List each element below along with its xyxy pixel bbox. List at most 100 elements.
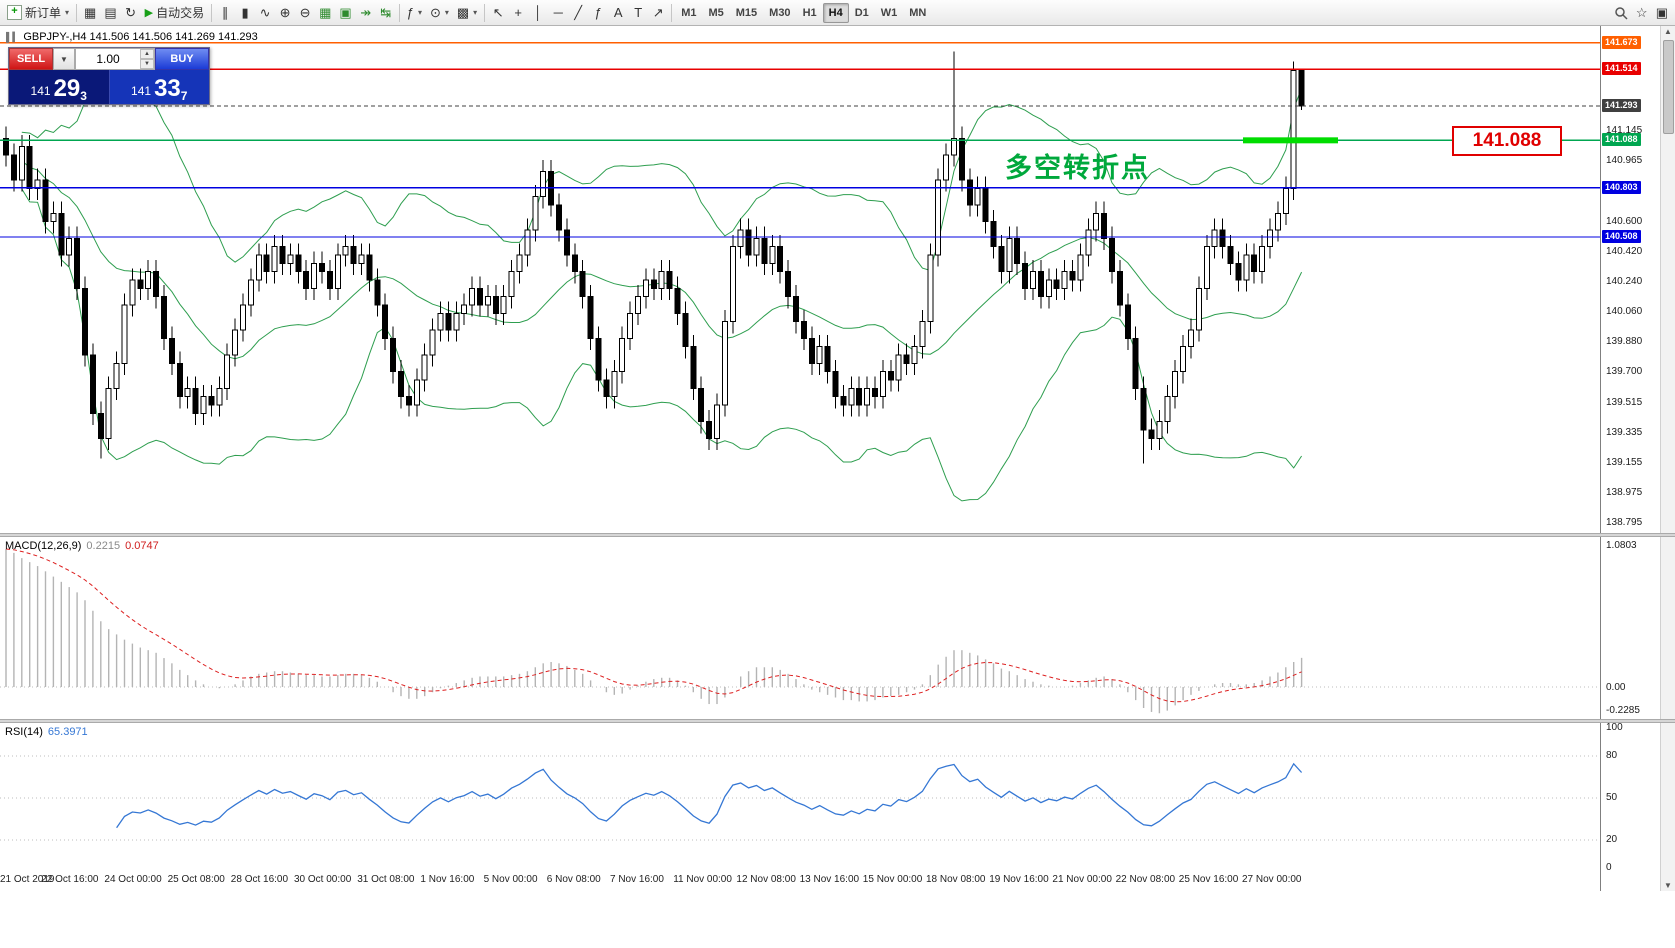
indicators-icon[interactable]: ƒ ▾ — [403, 3, 426, 23]
candlestick-chart-icon: ▮ — [241, 5, 249, 20]
volume-box: ▲ ▼ — [75, 48, 155, 70]
horizontal-line-icon[interactable]: ─ — [548, 3, 568, 23]
chart-shift-icon: ↹ — [380, 5, 392, 20]
timeframe-m15[interactable]: M15 — [730, 3, 763, 23]
rsi-value: 65.3971 — [47, 726, 88, 738]
price-tick: 138.975 — [1606, 486, 1643, 498]
timeframe-mn[interactable]: MN — [903, 3, 932, 23]
trendline-icon[interactable]: ╱ — [568, 3, 588, 23]
price-tick: 141.145 — [1606, 124, 1643, 136]
auto-trading-label: 自动交易 — [156, 6, 205, 20]
zoom-out-icon: ⊖ — [299, 5, 311, 20]
time-tick: 11 Nov 00:00 — [673, 874, 732, 885]
price-axis[interactable]: 141.145 140.965 140.600 140.420 140.240 140.0… — [1600, 26, 1660, 891]
pane-splitter[interactable] — [0, 533, 1675, 537]
macd-label: MACD(12,26,9) 0.2215 0.0747 — [5, 540, 159, 552]
timeframe-buttons: M1 M5 M15 M30 H1 H4 D1 W1 MN — [675, 2, 932, 23]
price-line-label: 140.803 — [1602, 180, 1641, 194]
favorites-icon[interactable]: ☆ — [1632, 3, 1652, 23]
price-tick: 139.335 — [1606, 426, 1643, 438]
label-icon[interactable]: T — [628, 3, 648, 23]
profiles-icon[interactable]: ▤ — [100, 3, 120, 23]
price-tick: 139.880 — [1606, 335, 1643, 347]
chart-window-icon[interactable]: ▦ — [80, 3, 100, 23]
rsi-scale-tick: 100 — [1606, 722, 1623, 733]
line-study-icons: ↖ + │ ─ ╱ ƒ A T ↗ — [488, 3, 668, 23]
price-tick: 140.600 — [1606, 215, 1643, 227]
cursor-icon: ↖ — [492, 5, 504, 20]
time-tick: 18 Nov 08:00 — [926, 874, 986, 885]
candlestick-chart-icon[interactable]: ▮ — [235, 3, 255, 23]
price-tick: 140.240 — [1606, 275, 1643, 287]
grid-icon[interactable]: ▦ — [315, 3, 335, 23]
macd-pane[interactable] — [0, 537, 1600, 720]
arrows-tool-icon[interactable]: ↗ — [648, 3, 668, 23]
templates-icon[interactable]: ▩ ▾ — [453, 3, 481, 23]
indicator-period-template-icons: ƒ ▾ ⊙ ▾ ▩ ▾ — [403, 3, 481, 23]
time-tick: 27 Nov 00:00 — [1242, 874, 1302, 885]
scrollbar-thumb[interactable] — [1663, 40, 1674, 134]
refresh-icon[interactable]: ↻ — [121, 3, 141, 23]
rsi-label: RSI(14) 65.3971 — [5, 726, 88, 738]
chevron-down-icon: ▾ — [65, 8, 70, 17]
timeframe-w1[interactable]: W1 — [875, 3, 904, 23]
periods-icon[interactable]: ⊙ ▾ — [426, 3, 453, 23]
vertical-scrollbar[interactable]: ▲ ▼ — [1660, 26, 1675, 891]
tile-windows-icon: ▣ — [339, 5, 352, 20]
chart-annotation-text: 多空转折点 — [1005, 153, 1150, 183]
buy-price-big: 33 — [154, 75, 181, 102]
organize-windows-icon[interactable]: ▣ — [1652, 3, 1672, 23]
price-tick: 139.155 — [1606, 456, 1643, 468]
crosshair-icon[interactable]: + — [508, 3, 528, 23]
tile-windows-icon[interactable]: ▣ — [335, 3, 355, 23]
timeframe-m5[interactable]: M5 — [702, 3, 729, 23]
timeframe-m1[interactable]: M1 — [675, 3, 702, 23]
text-icon[interactable]: A — [608, 3, 628, 23]
timeframe-d1[interactable]: D1 — [849, 3, 875, 23]
refresh-icon: ↻ — [125, 5, 137, 20]
new-order-icon: + — [7, 5, 22, 20]
search-icon[interactable] — [1610, 3, 1632, 23]
crosshair-icon: + — [514, 5, 522, 20]
zoom-in-icon[interactable]: ⊕ — [275, 3, 295, 23]
vertical-line-icon[interactable]: │ — [528, 3, 548, 23]
price-tick: 139.700 — [1606, 365, 1643, 377]
macd-main-value: 0.2215 — [86, 540, 121, 552]
timeframe-m30[interactable]: M30 — [763, 3, 796, 23]
sell-price[interactable]: 141 29 3 — [9, 70, 110, 104]
volume-increase-button[interactable]: ▲ — [140, 49, 154, 59]
timeframe-h4[interactable]: H4 — [822, 2, 849, 23]
pane-splitter[interactable] — [0, 719, 1675, 723]
price-line-label: 141.088 — [1602, 133, 1641, 147]
auto-scroll-icon[interactable]: ↠ — [356, 3, 376, 23]
label-icon: T — [634, 5, 643, 20]
auto-scroll-icon: ↠ — [360, 5, 372, 20]
volume-decrease-button[interactable]: ▼ — [140, 59, 154, 69]
chart-window-icon: ▦ — [84, 5, 97, 20]
cursor-icon[interactable]: ↖ — [488, 3, 508, 23]
bar-chart-icon[interactable]: ∥ — [215, 3, 235, 23]
time-axis[interactable]: 21 Oct 2019 22 Oct 16:00 24 Oct 00:00 25 Oc… — [0, 871, 1600, 891]
fibonacci-icon[interactable]: ƒ — [588, 3, 608, 23]
new-order-button[interactable]: + 新订单 ▾ — [3, 3, 73, 23]
order-mode-dropdown[interactable]: ▼ — [53, 48, 75, 70]
zoom-out-icon[interactable]: ⊖ — [295, 3, 315, 23]
buy-button[interactable]: BUY — [155, 48, 209, 70]
time-tick: 6 Nov 08:00 — [546, 874, 601, 885]
trendline-icon: ╱ — [574, 5, 583, 20]
rsi-pane[interactable] — [0, 723, 1600, 872]
scroll-up-icon[interactable]: ▲ — [1664, 27, 1672, 36]
chart-canvas[interactable] — [0, 26, 1600, 534]
buy-price[interactable]: 141 33 7 — [109, 70, 209, 104]
volume-input[interactable] — [76, 49, 140, 69]
text-icon: A — [613, 5, 623, 20]
sell-price-big: 29 — [53, 75, 81, 102]
auto-trading-button[interactable]: ▶ 自动交易 — [141, 3, 208, 23]
line-chart-icon[interactable]: ∿ — [255, 3, 275, 23]
time-tick: 5 Nov 00:00 — [483, 874, 538, 885]
timeframe-h1[interactable]: H1 — [797, 3, 823, 23]
sell-button[interactable]: SELL — [9, 48, 53, 70]
scroll-down-icon[interactable]: ▼ — [1664, 881, 1672, 890]
chart-shift-icon[interactable]: ↹ — [376, 3, 396, 23]
toolbar-separator — [484, 3, 486, 22]
